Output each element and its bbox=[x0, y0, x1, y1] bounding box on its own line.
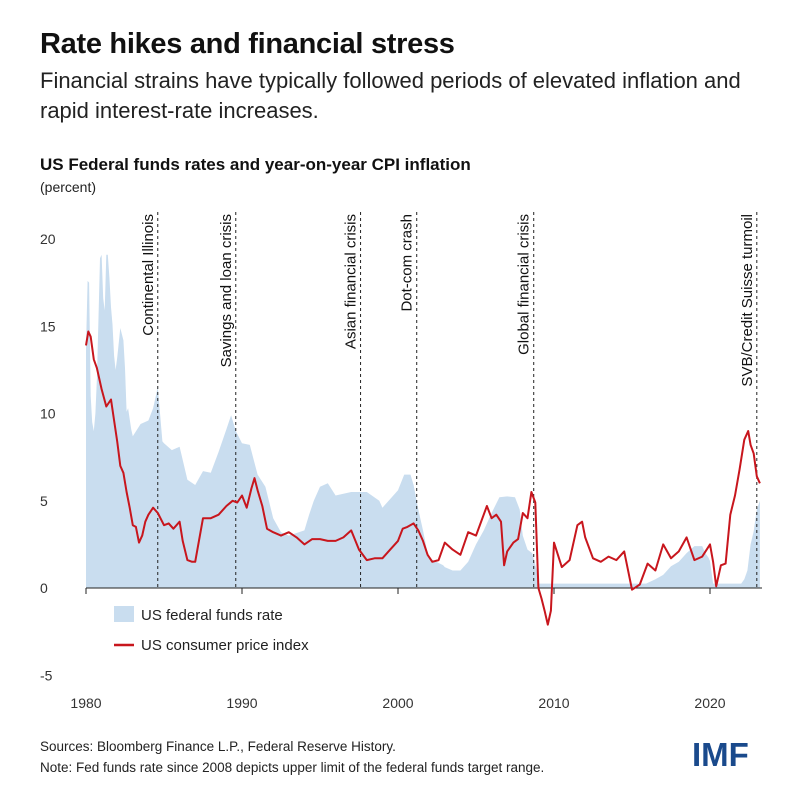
y-tick-label: 15 bbox=[40, 318, 56, 334]
y-tick-label: 10 bbox=[40, 406, 56, 422]
note-text: Note: Fed funds rate since 2008 depicts … bbox=[40, 760, 545, 775]
unit-label: (percent) bbox=[40, 179, 97, 195]
sources-text: Sources: Bloomberg Finance L.P., Federal… bbox=[40, 739, 396, 754]
y-tick-label: 5 bbox=[40, 493, 48, 509]
y-tick-label: 20 bbox=[40, 231, 56, 247]
page-subtitle: Financial strains have typically followe… bbox=[40, 68, 741, 123]
cpi-line bbox=[85, 330, 761, 626]
event-label: Dot-com crash bbox=[399, 214, 416, 312]
x-tick-label: 2020 bbox=[694, 695, 725, 711]
imf-logo: IMF bbox=[692, 736, 749, 773]
chart-footer: Sources: Bloomberg Finance L.P., Federal… bbox=[40, 736, 544, 778]
legend-label-cpi: US consumer price index bbox=[141, 637, 309, 654]
event-label: SVB/Credit Suisse turmoil bbox=[739, 214, 756, 387]
legend-label-fed-funds: US federal funds rate bbox=[141, 607, 283, 624]
fed-funds-area bbox=[86, 254, 760, 588]
legend-swatch-fed-funds bbox=[114, 606, 134, 622]
event-label: Asian financial crisis bbox=[343, 214, 360, 349]
x-tick-label: 1980 bbox=[70, 695, 101, 711]
page-title: Rate hikes and financial stress bbox=[40, 28, 455, 60]
x-tick-label: 1990 bbox=[226, 695, 257, 711]
x-tick-label: 2000 bbox=[382, 695, 413, 711]
event-label: Global financial crisis bbox=[516, 214, 533, 355]
y-tick-label: -5 bbox=[40, 667, 53, 683]
event-label: Continental Illinois bbox=[140, 214, 157, 336]
y-tick-label: 0 bbox=[40, 580, 48, 596]
chart-title: US Federal funds rates and year-on-year … bbox=[40, 155, 471, 174]
x-tick-label: 2010 bbox=[538, 695, 569, 711]
event-label: Savings and loan crisis bbox=[218, 214, 235, 367]
